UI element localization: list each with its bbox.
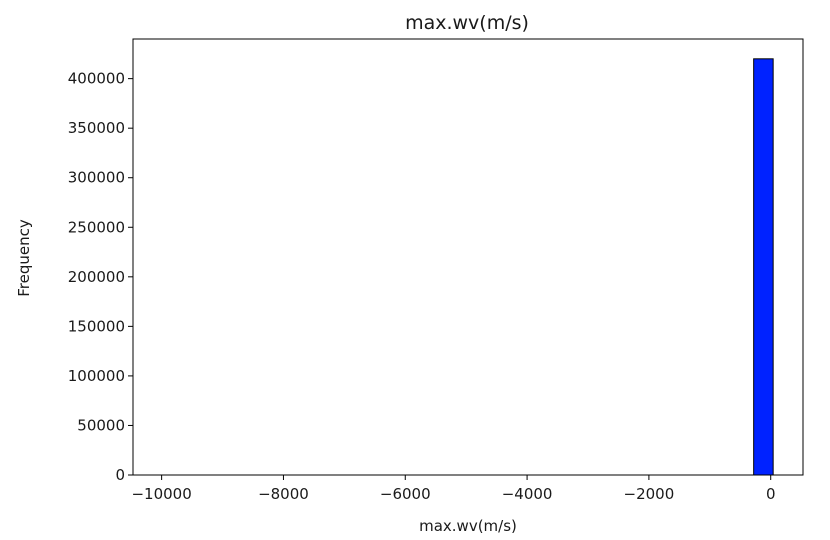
y-tick-label: 300000: [68, 169, 125, 187]
y-tick-label: 350000: [68, 119, 125, 137]
bars-group: [753, 58, 774, 476]
y-tick-label: 0: [115, 466, 125, 484]
histogram-bar: [753, 58, 774, 476]
y-axis-ticks: 0 50000 100000 150000 200000 250000 300000 3500…: [68, 70, 133, 484]
x-tick-label: −6000: [380, 485, 431, 503]
y-tick-label: 400000: [68, 70, 125, 88]
x-tick-label: −10000: [131, 485, 191, 503]
y-axis-label: Frequency: [15, 219, 33, 297]
x-tick-label: −2000: [624, 485, 675, 503]
y-tick-label: 150000: [68, 317, 125, 335]
chart-title: max.wv(m/s): [405, 12, 529, 34]
y-tick-label: 200000: [68, 268, 125, 286]
x-axis-ticks: −10000 −8000 −6000 −4000 −2000 0: [131, 475, 775, 503]
x-tick-label: −8000: [258, 485, 309, 503]
x-axis-label: max.wv(m/s): [419, 517, 517, 535]
y-tick-label: 250000: [68, 218, 125, 236]
x-tick-label: −4000: [502, 485, 553, 503]
plot-area: [132, 38, 804, 476]
y-tick-label: 100000: [68, 367, 125, 385]
y-tick-label: 50000: [77, 416, 125, 434]
x-tick-label: 0: [766, 485, 776, 503]
